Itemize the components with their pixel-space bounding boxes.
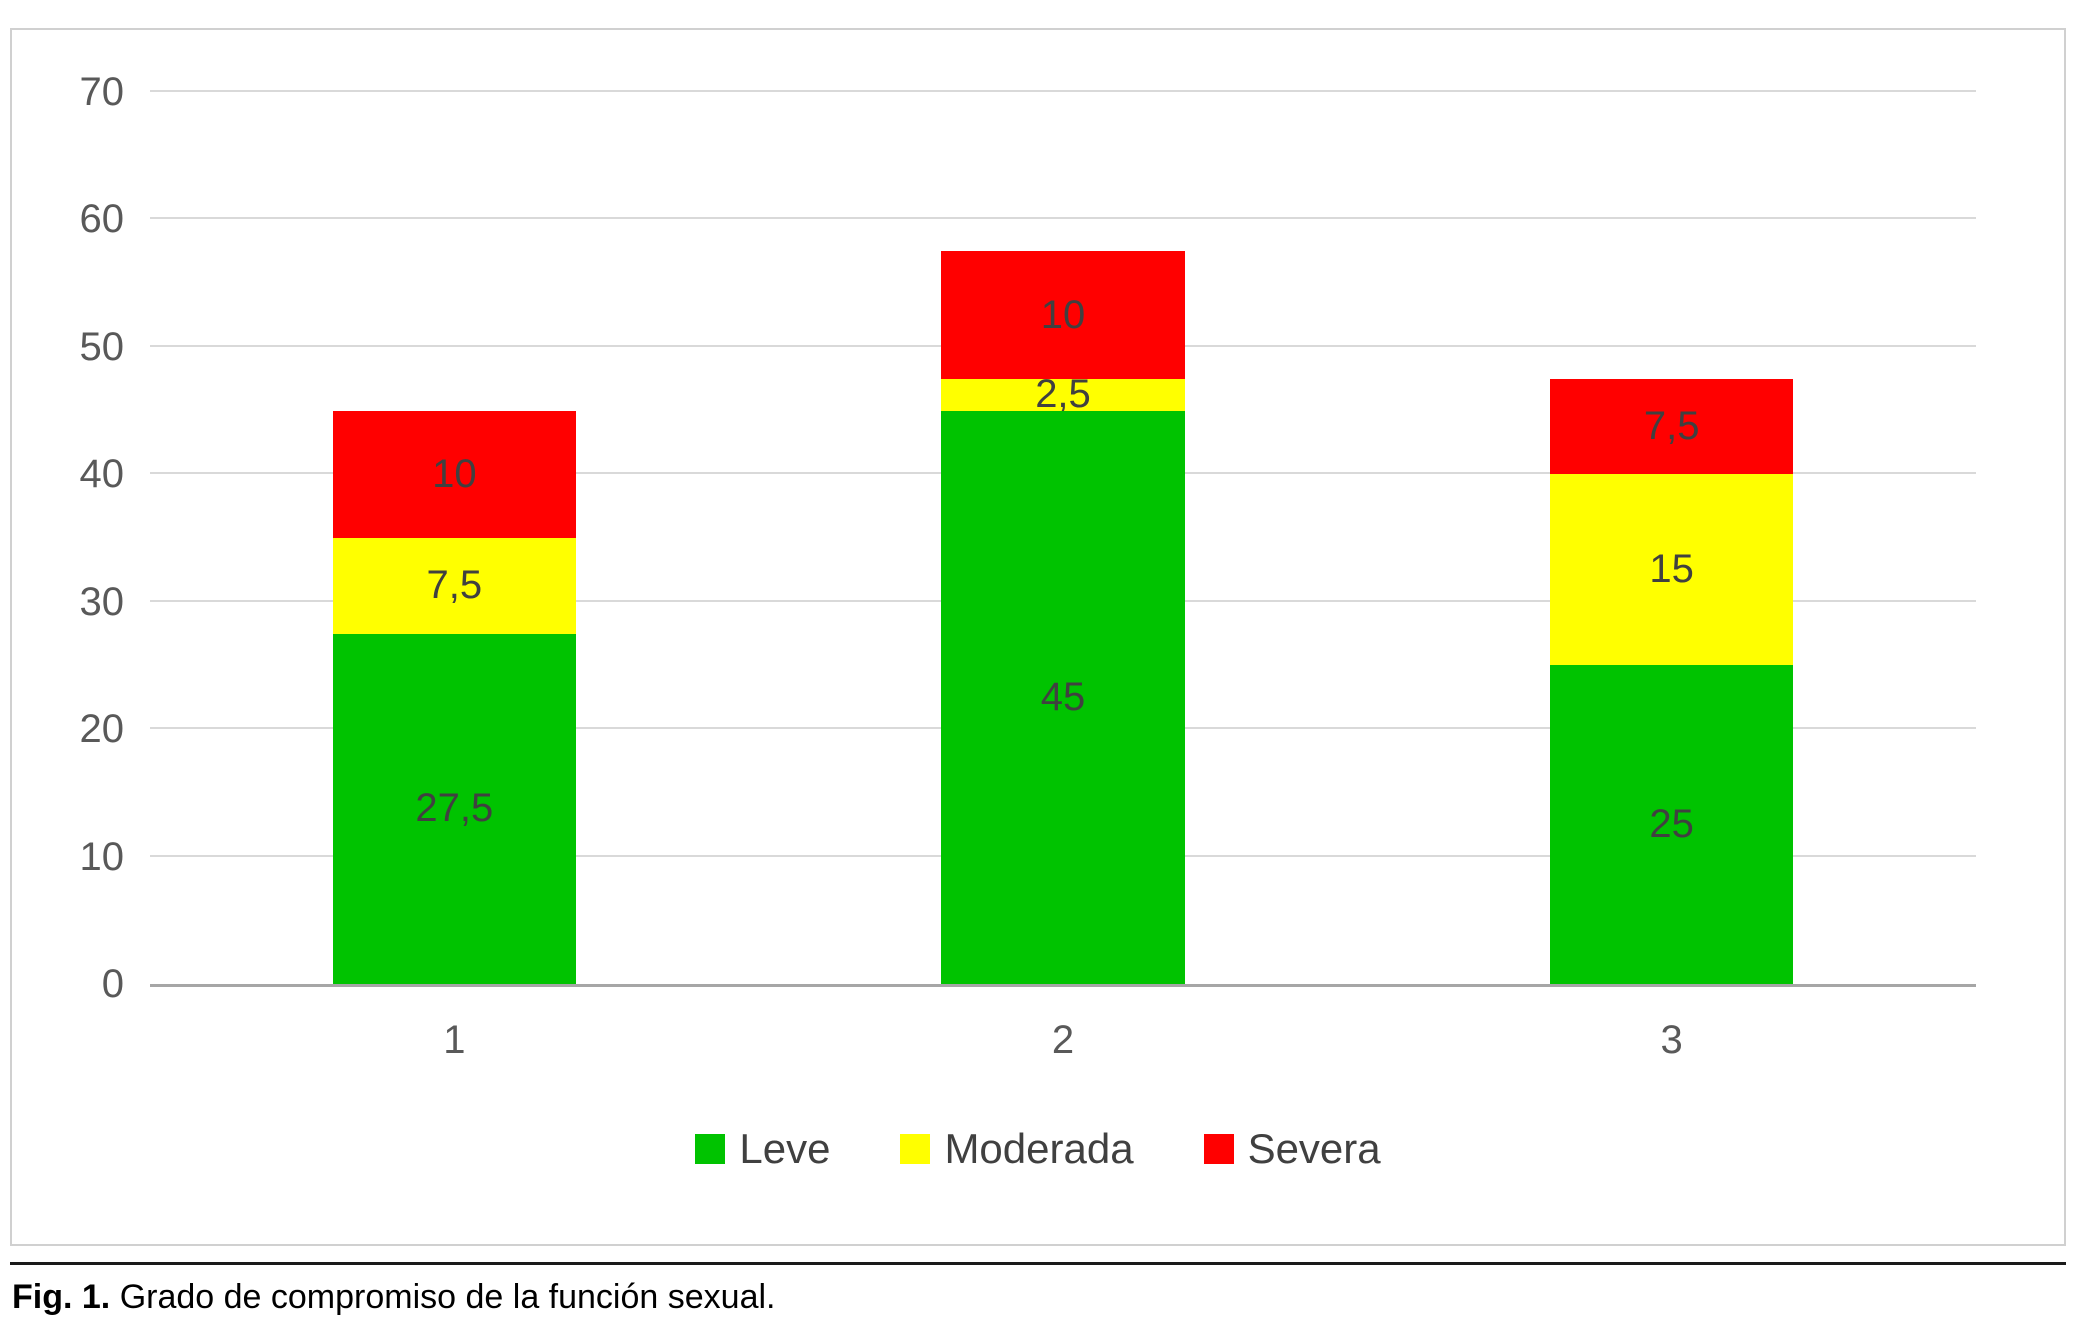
legend-swatch-icon: [900, 1134, 931, 1164]
legend-label: Severa: [1247, 1125, 1381, 1172]
bar-segment-leve: 45: [941, 410, 1185, 984]
data-label: 15: [1649, 547, 1694, 592]
legend-label: Leve: [739, 1125, 831, 1172]
stacked-bar: 25 15 7,5: [1549, 92, 1794, 984]
figure-caption-text: Grado de compromiso de la función sexual…: [119, 1278, 776, 1316]
stacked-bar: 27,5 7,5 10: [332, 92, 577, 984]
data-label: 7,5: [426, 563, 483, 608]
y-axis-tick-label: 50: [79, 324, 125, 369]
legend-swatch-icon: [695, 1134, 726, 1164]
bar-slot: 25 15 7,5: [1367, 92, 1976, 984]
legend-label: Moderada: [944, 1125, 1134, 1172]
x-axis-category-label: 2: [1051, 1018, 1075, 1062]
data-label: 45: [1040, 674, 1086, 719]
bar-slot: 45 2,5 10: [759, 92, 1368, 984]
gridline: [150, 217, 1976, 220]
legend-item-severa: Severa: [1203, 1125, 1381, 1173]
legend-item-leve: Leve: [695, 1125, 830, 1173]
y-axis-tick-label: 40: [79, 452, 125, 497]
y-axis: 0 10 20 30 40 50 60 70: [12, 72, 125, 1004]
figure-number: Fig. 1.: [12, 1278, 111, 1316]
plot-area: 27,5 7,5 10 45 2,5 10 25 15 7,5: [150, 90, 1976, 987]
bar-segment-moderada: 15: [1549, 474, 1794, 666]
bar-segment-leve: 27,5: [332, 633, 577, 984]
bar-segment-severa: 7,5: [1549, 378, 1794, 475]
data-label: 10: [432, 451, 477, 496]
bar-slot: 27,5 7,5 10: [150, 92, 759, 984]
bar-segment-moderada: 7,5: [332, 538, 577, 634]
data-label: 25: [1649, 802, 1694, 847]
data-label: 10: [1040, 292, 1086, 337]
y-axis-tick-label: 10: [79, 834, 125, 879]
gridline: [150, 90, 1976, 92]
bar-segment-moderada: 2,5: [941, 372, 1185, 416]
y-axis-tick-label: 60: [79, 197, 125, 242]
legend-item-moderada: Moderada: [900, 1125, 1134, 1173]
chart-legend: Leve Moderada Severa: [12, 1125, 2064, 1173]
bar-segment-severa: 10: [941, 251, 1185, 379]
x-axis-category-label: 1: [443, 1018, 466, 1062]
data-label: 2,5: [1035, 372, 1091, 417]
legend-swatch-icon: [1203, 1134, 1234, 1164]
figure-caption: Fig. 1. Grado de compromiso de la funció…: [12, 1278, 775, 1317]
y-axis-tick-label: 0: [101, 962, 124, 1006]
bar-segment-severa: 10: [332, 410, 577, 539]
y-axis-tick-label: 20: [79, 707, 125, 752]
y-axis-tick-label: 70: [79, 70, 125, 114]
data-label: 7,5: [1643, 404, 1700, 449]
chart-frame: 0 10 20 30 40 50 60 70 27,5 7,5 10 45 2,5 10 25 15 7,5 …: [10, 28, 2066, 1246]
caption-divider: [10, 1262, 2066, 1265]
y-axis-tick-label: 30: [79, 579, 125, 624]
data-label: 27,5: [415, 786, 494, 831]
stacked-bar: 45 2,5 10: [941, 92, 1185, 984]
x-axis-category-label: 3: [1660, 1018, 1683, 1062]
bar-segment-leve: 25: [1549, 665, 1794, 984]
x-axis-labels: 1 2 3: [150, 1018, 1976, 1063]
